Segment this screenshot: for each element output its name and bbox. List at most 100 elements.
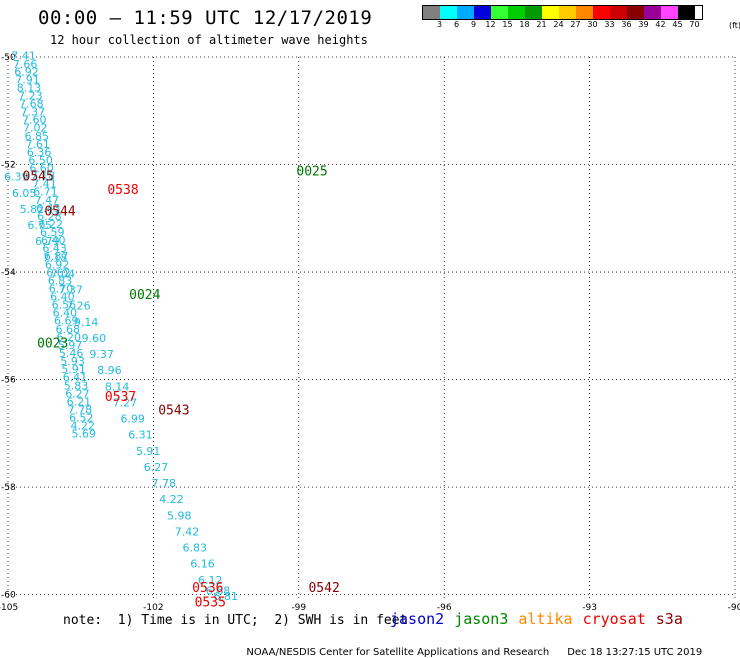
wave-height-point: 6.70 bbox=[49, 282, 74, 295]
wave-height-point: 9.37 bbox=[89, 348, 114, 361]
wave-height-point: 7.04 bbox=[51, 267, 76, 280]
lat-tick-label: -58 bbox=[1, 483, 16, 493]
lon-tick-label: -96 bbox=[437, 603, 452, 613]
legend-swatch bbox=[423, 6, 440, 19]
wave-height-point: 5.46 bbox=[59, 347, 84, 360]
lat-tick-label: -56 bbox=[1, 376, 16, 386]
wave-height-point: 7.60 bbox=[22, 114, 47, 127]
lat-tick-label: -52 bbox=[1, 161, 16, 171]
wave-height-point: 7.78 bbox=[68, 403, 93, 416]
wave-height-point: 5.91 bbox=[61, 363, 86, 376]
wave-height-point: 6.62 bbox=[46, 266, 71, 279]
wave-height-point: 5.98 bbox=[167, 509, 192, 522]
satellite-legend: jason2 jason3 altika cryosat s3a bbox=[390, 610, 693, 628]
page-subtitle: 12 hour collection of altimeter wave hei… bbox=[50, 33, 368, 47]
wave-height-point: 5.69 bbox=[71, 428, 96, 441]
wave-height-labels: 7.417.666.927.918.137.237.687.377.607.02… bbox=[4, 50, 238, 603]
legend-swatch bbox=[457, 6, 474, 19]
wave-height-point: 7.91 bbox=[15, 73, 40, 86]
footer-note: note: 1) Time is in UTC; 2) SWH is in fe… bbox=[63, 613, 408, 628]
wave-height-point: 6.69 bbox=[54, 315, 79, 328]
legend-label: 18 bbox=[519, 20, 530, 29]
wave-height-point: 6.27 bbox=[65, 387, 90, 400]
wave-height-point: 7.02 bbox=[23, 122, 48, 135]
legend-swatch bbox=[508, 6, 525, 19]
wave-height-point: 6.40 bbox=[41, 234, 66, 247]
legend-label: 24 bbox=[553, 20, 564, 29]
satellite-altika: altika bbox=[518, 610, 573, 628]
wave-height-point: 6.68 bbox=[55, 323, 79, 336]
wave-height-point: 7.37 bbox=[21, 106, 46, 119]
wave-height-point: 6.68 bbox=[206, 585, 231, 598]
legend-label: 39 bbox=[638, 20, 649, 29]
legend-label: 70 bbox=[689, 20, 700, 29]
legend-swatch bbox=[661, 6, 678, 19]
wave-height-point: 5.82 bbox=[20, 203, 45, 216]
pass-time-label: 0535 bbox=[195, 595, 226, 610]
legend-swatch bbox=[644, 6, 661, 19]
wave-height-point: 6.40 bbox=[53, 307, 78, 320]
legend-label: 30 bbox=[587, 20, 598, 29]
wave-height-point: 6.31 bbox=[128, 429, 153, 442]
wave-height-point: 7.41 bbox=[11, 50, 36, 63]
wave-height-point: 6.40 bbox=[50, 291, 75, 304]
wave-height-point: 6.16 bbox=[190, 558, 215, 571]
satellite-s3a: s3a bbox=[655, 610, 683, 628]
pass-time-labels: 0545 0538 0544 0025 0024 0023 0537 0543 0536 0542… bbox=[23, 164, 340, 610]
wave-height-point: 6.99 bbox=[120, 413, 144, 426]
wave-height-point: 6.59 bbox=[40, 226, 65, 239]
legend-swatch bbox=[440, 6, 457, 19]
legend-swatch bbox=[576, 6, 593, 19]
wave-height-point: 6.50 bbox=[28, 154, 53, 167]
legend-label: 9 bbox=[470, 20, 477, 29]
legend-swatch bbox=[678, 6, 695, 19]
wave-height-point: 8.13 bbox=[17, 81, 41, 94]
wave-height-point: 6.83 bbox=[182, 542, 207, 555]
lon-tick-label: -93 bbox=[582, 603, 597, 613]
wave-height-point: 6.12 bbox=[198, 574, 223, 587]
wave-height-point: 9.60 bbox=[82, 332, 107, 345]
legend-label: 42 bbox=[655, 20, 666, 29]
pass-time-label: 0537 bbox=[105, 390, 136, 405]
credits: NOAA/NESDIS Center for Satellite Applica… bbox=[240, 636, 702, 658]
legend-label: 36 bbox=[621, 20, 632, 29]
legend-label: 33 bbox=[604, 20, 615, 29]
wave-height-point: 7.47 bbox=[35, 194, 60, 207]
wave-height-point: 6.60 bbox=[29, 162, 54, 175]
wave-height-point: 5.93 bbox=[60, 355, 85, 368]
wave-height-point: 7.26 bbox=[66, 300, 91, 313]
axis-ticks: -105 -102 -99 -96 -93 -90 -50 -52 -54 -56 -58 -60 bbox=[0, 53, 740, 613]
pass-time-label: 0024 bbox=[129, 288, 160, 303]
wave-height-point: 6.79 bbox=[35, 235, 60, 248]
wave-height-point: 6.21 bbox=[67, 395, 92, 408]
pass-time-label: 0538 bbox=[107, 183, 138, 198]
pass-time-label: 0542 bbox=[308, 581, 339, 596]
legend-label: 45 bbox=[672, 20, 683, 29]
lon-tick-label: -90 bbox=[728, 603, 740, 613]
wave-height-point: 6.43 bbox=[42, 242, 66, 255]
wave-height-point: 7.27 bbox=[113, 396, 138, 409]
legend-swatch bbox=[610, 6, 627, 19]
wave-height-point: 7.61 bbox=[25, 138, 49, 151]
wave-height-point: 6.71 bbox=[33, 186, 58, 199]
wave-height-point: 5.83 bbox=[64, 379, 88, 392]
wave-height-point: 6.87 bbox=[44, 250, 69, 263]
legend-swatches bbox=[422, 5, 703, 20]
legend-swatch bbox=[525, 6, 542, 19]
wave-height-point: 6.28 bbox=[37, 210, 62, 223]
wave-height-point: 6.56 bbox=[52, 299, 76, 312]
wave-height-point: 6.20 bbox=[56, 331, 81, 344]
wave-height-point: 8.14 bbox=[105, 380, 130, 393]
legend-label: 27 bbox=[570, 20, 581, 29]
wave-height-point: 6.52 bbox=[69, 412, 94, 425]
pass-time-label: 0545 bbox=[23, 170, 54, 185]
satellite-cryosat: cryosat bbox=[582, 610, 646, 628]
wave-height-point: 6.85 bbox=[24, 130, 49, 143]
wave-height-point: 6.41 bbox=[63, 371, 88, 384]
legend-swatch bbox=[542, 6, 559, 19]
legend-label: 21 bbox=[536, 20, 547, 29]
timestamp: Dec 18 13:27:15 UTC 2019 bbox=[567, 647, 703, 658]
page-title: 00:00 – 11:59 UTC 12/17/2019 bbox=[38, 7, 373, 29]
wave-height-point: 7.18 bbox=[43, 251, 67, 264]
